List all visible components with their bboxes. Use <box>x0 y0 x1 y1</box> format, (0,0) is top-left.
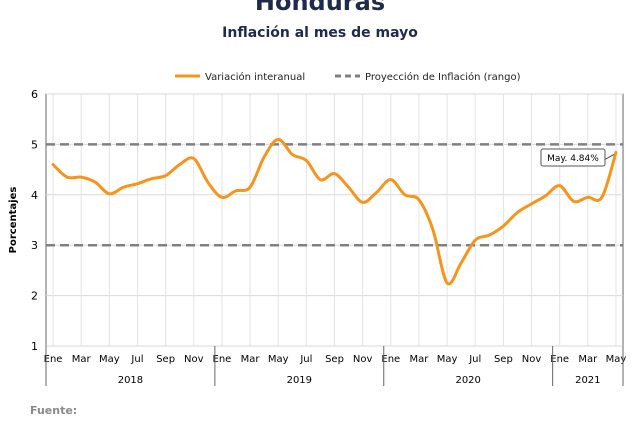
x-tick-label: Mar <box>410 354 430 365</box>
x-tick-label: May <box>437 354 458 365</box>
x-tick-label: Jul <box>130 354 143 365</box>
year-label: 2020 <box>455 375 480 386</box>
x-tick-label: Nov <box>184 354 204 365</box>
year-label: 2021 <box>575 375 600 386</box>
y-axis-label: Porcentajes <box>8 187 19 254</box>
y-tick-label: 5 <box>31 138 38 151</box>
x-tick-label: Jul <box>299 354 312 365</box>
y-tick-label: 2 <box>31 290 38 303</box>
annotation-box <box>540 148 606 167</box>
footer-source-label: Fuente: <box>30 404 78 417</box>
annotation-leader <box>604 154 615 160</box>
year-label: 2018 <box>118 375 143 386</box>
annotation-label: May. 4.84% <box>547 154 599 164</box>
legend-label: Proyección de Inflación (rango) <box>365 71 521 83</box>
x-tick-label: Ene <box>213 354 232 365</box>
x-tick-label: Nov <box>353 354 373 365</box>
x-tick-label: Ene <box>550 354 569 365</box>
y-tick-label: 6 <box>31 88 38 101</box>
x-tick-label: May <box>606 354 627 365</box>
x-tick-label: Mar <box>241 354 261 365</box>
chart-subtitle: Inflación al mes de mayo <box>222 25 418 41</box>
x-tick-label: Ene <box>44 354 63 365</box>
x-tick-label: Nov <box>522 354 542 365</box>
x-tick-label: Ene <box>381 354 400 365</box>
x-tick-label: Sep <box>156 354 175 365</box>
y-tick-label: 4 <box>31 189 38 202</box>
x-tick-label: Sep <box>494 354 513 365</box>
y-tick-label: 3 <box>31 239 38 252</box>
x-tick-label: Sep <box>325 354 344 365</box>
x-tick-label: May <box>268 354 289 365</box>
year-label: 2019 <box>287 375 312 386</box>
x-tick-label: May <box>99 354 120 365</box>
x-tick-label: Mar <box>578 354 598 365</box>
chart-title: Honduras <box>254 0 386 16</box>
legend-label: Variación interanual <box>205 71 305 83</box>
x-tick-label: Mar <box>72 354 92 365</box>
x-tick-label: Jul <box>468 354 481 365</box>
y-tick-label: 1 <box>31 340 38 353</box>
series-line-variacion-interanual <box>51 137 618 286</box>
